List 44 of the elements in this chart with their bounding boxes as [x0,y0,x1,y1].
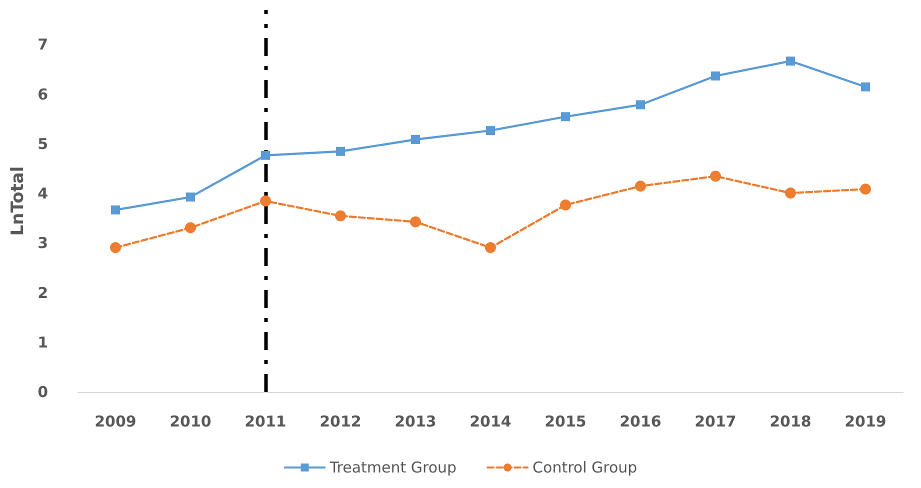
point [185,222,196,234]
point [561,112,570,122]
y-tick-label: 5 [38,134,48,153]
point [785,188,796,199]
x-tick-label: 2018 [770,412,812,430]
point [335,210,346,222]
y-axis-title: LnTotal [8,166,28,236]
x-tick-label: 2017 [694,412,736,430]
point [485,242,496,254]
legend-label: Control Group [532,458,638,476]
x-tick-label: 2010 [170,412,212,430]
point [186,192,195,202]
x-tick-label: 2016 [620,412,662,430]
y-tick-label: 2 [38,284,48,302]
point [410,216,421,228]
y-tick-label: 0 [38,383,48,401]
point [710,170,721,182]
x-tick-label: 2011 [244,412,286,430]
point [336,146,345,156]
x-tick-label: 2015 [544,412,586,430]
x-tick-label: 2019 [844,412,886,430]
point [786,56,795,66]
point [261,150,270,160]
x-tick-label: 2013 [394,412,436,430]
point [861,82,870,92]
point [711,71,720,80]
point [411,134,420,144]
y-tick-label: 4 [38,184,48,203]
point [560,199,571,210]
y-tick-label: 3 [38,234,48,252]
point [860,184,871,195]
point [636,100,645,110]
point [111,205,120,214]
y-tick-label: 1 [38,333,48,352]
point [635,180,646,192]
point [486,126,495,136]
y-tick-label: 7 [38,36,48,54]
point [110,242,121,254]
legend-label: Treatment Group [328,458,457,476]
point [260,196,271,206]
y-tick-label: 6 [38,85,48,104]
x-tick-label: 2012 [320,412,362,430]
x-tick-label: 2009 [94,412,136,430]
x-tick-label: 2014 [470,412,512,430]
